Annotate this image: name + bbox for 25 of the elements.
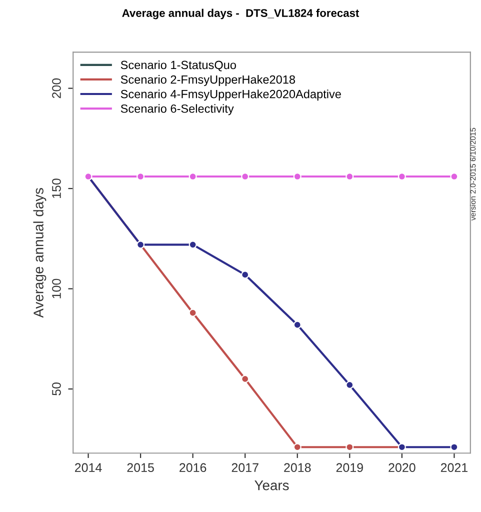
legend-label: Scenario 6-Selectivity [120, 104, 234, 116]
legend-label: Scenario 4-FmsyUpperHake2020Adaptive [120, 90, 341, 101]
x-tick-label: 2021 [440, 463, 468, 472]
point [241, 270, 250, 279]
x-axis-title: Years [254, 480, 289, 490]
y-tick-label: 50 [52, 382, 61, 396]
x-tick-label: 2019 [336, 463, 363, 472]
x-tick-label: 2015 [127, 463, 154, 472]
y-axis-title: Average annual days [33, 188, 46, 318]
x-tick-label: 2017 [232, 463, 258, 472]
point [346, 380, 354, 389]
legend-label: Scenario 1-StatusQuo [120, 60, 236, 72]
point [241, 374, 250, 383]
x-tick-label: 2018 [284, 463, 311, 472]
x-tick-label: 2016 [180, 463, 206, 472]
y-tick-label: 150 [52, 178, 61, 198]
x-tick-label: 2020 [388, 463, 416, 472]
chart-title: Average annual days - DTS_VL1824 forecast [122, 8, 360, 20]
point [188, 240, 197, 249]
point [188, 308, 197, 317]
y-tick-label: 100 [52, 278, 61, 298]
y-tick-label: 200 [52, 78, 61, 98]
point [293, 320, 302, 329]
x-tick-label: 2014 [75, 463, 102, 472]
legend-label: Scenario 2-FmsyUpperHake2018 [120, 75, 296, 86]
